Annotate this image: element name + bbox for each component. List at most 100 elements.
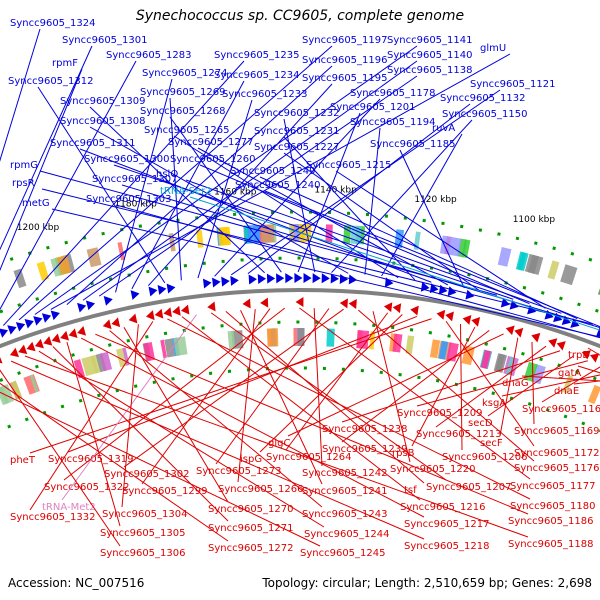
forward-gene-arrow — [41, 313, 52, 323]
bottom-leader-line — [577, 365, 600, 374]
bottom-gene-label: Syncc9605_1239 — [322, 444, 408, 455]
forward-gene-arrow — [221, 276, 230, 287]
forward-gene-arrow — [303, 273, 312, 284]
bottom-leader-line — [0, 369, 121, 547]
bottom-gene-label: glgC — [268, 438, 290, 449]
top-leader-line — [0, 68, 83, 272]
bottom-leader-line — [38, 350, 325, 528]
bottom-leader-line — [313, 308, 323, 467]
inner-track-feature-block — [73, 359, 86, 379]
top-gene-label: Syncc9605_1140 — [387, 50, 473, 61]
bottom-gene-label: Syncc9605_1244 — [304, 529, 390, 540]
top-leader-line — [264, 190, 600, 328]
top-gene-label: Syncc9605_1178 — [350, 88, 436, 99]
top-gene-label: Syncc9605_1269 — [140, 87, 226, 98]
forward-gene-arrow — [447, 286, 457, 297]
bottom-leader-line — [29, 321, 154, 511]
forward-gene-arrow — [276, 273, 285, 284]
reverse-gene-arrow — [590, 353, 600, 363]
kbp-tick-label: 1140 kbp — [314, 186, 357, 196]
top-gene-label: Syncc9605_1265 — [144, 125, 230, 136]
top-gene-label: Syncc9605_1185 — [370, 139, 456, 150]
bottom-leader-line — [80, 337, 425, 518]
forward-gene-arrow — [266, 273, 276, 284]
forward-gene-arrow — [148, 286, 158, 297]
top-leader-line — [0, 28, 41, 162]
bottom-leader-line — [141, 308, 271, 485]
reverse-gene-arrow — [410, 305, 419, 316]
genome-title: Synechococcus sp. CC9605, complete genom… — [135, 8, 465, 24]
forward-gene-arrow — [7, 325, 17, 335]
bottom-gene-label: secF — [480, 438, 503, 449]
bottom-leader-line — [24, 355, 529, 538]
top-leader-line — [283, 136, 416, 281]
reverse-gene-arrow — [348, 298, 357, 309]
bottom-leader-line — [63, 307, 286, 481]
bottom-gene-label: dnaE — [554, 386, 579, 397]
top-leader-line — [66, 65, 333, 306]
bottom-gene-label: Syncc9605_1241 — [302, 486, 388, 497]
bottom-gene-label: Syncc9605_1206 — [442, 452, 528, 463]
top-gene-label: Syncc9605_1227 — [254, 142, 340, 153]
reverse-gene-arrow — [531, 332, 541, 343]
bottom-gene-label: Syncc9605_1169 — [514, 426, 600, 437]
bottom-gene-label: Syncc9605_1266 — [218, 484, 304, 495]
bottom-leader-line — [501, 374, 600, 397]
forward-gene-arrow — [321, 273, 330, 284]
top-leader-line — [283, 152, 482, 292]
bottom-leader-line — [237, 309, 256, 483]
reverse-gene-arrow — [102, 319, 112, 330]
bottom-gene-label: trpD — [568, 350, 590, 361]
top-gene-label: Syncc9605_1232 — [254, 108, 340, 119]
forward-gene-arrow — [465, 289, 475, 300]
forward-gene-arrow — [312, 273, 321, 284]
top-leader-line — [37, 86, 166, 284]
inner-track-feature-block — [160, 339, 167, 359]
forward-gene-arrow — [15, 322, 26, 332]
bottom-leader-line — [240, 309, 323, 485]
bottom-gene-label: Syncc9605_1332 — [10, 512, 96, 523]
top-gene-label: Syncc9605_1277 — [168, 137, 254, 148]
inner-track-feature-block — [505, 356, 515, 375]
inner-track-feature-block — [99, 351, 113, 372]
forward-gene-arrow — [0, 328, 9, 338]
bottom-gene-label: Syncc9605_1176 — [514, 463, 600, 474]
top-gene-label: Syncc9605_1307 — [92, 174, 178, 185]
top-gene-label: Syncc9605_1301 — [62, 35, 148, 46]
reverse-gene-arrow — [0, 356, 3, 364]
forward-gene-arrow — [77, 302, 87, 313]
top-gene-label: rpsR — [12, 178, 35, 189]
inner-track-feature-block — [356, 330, 370, 349]
inner-track-feature-block — [438, 340, 449, 360]
reverse-gene-arrow — [514, 327, 524, 338]
reverse-gene-arrow — [392, 303, 402, 314]
top-gene-label: Syncc9605_1274 — [142, 68, 228, 79]
bottom-gene-label: Syncc9605_1180 — [510, 501, 596, 512]
outer-track-feature-block — [117, 241, 126, 261]
bottom-gene-label: Syncc9605_1177 — [510, 481, 596, 492]
top-leader-line — [147, 83, 333, 287]
top-gene-label: tRNA-Ser2 — [160, 186, 212, 197]
bottom-leader-line — [573, 380, 600, 385]
reverse-gene-arrow — [172, 305, 181, 316]
bottom-leader-line — [10, 360, 425, 540]
top-leader-line — [247, 103, 471, 274]
bottom-leader-line — [285, 312, 389, 451]
inner-track-feature-block — [227, 330, 236, 350]
bottom-leader-line — [66, 342, 121, 527]
bottom-gene-label: Syncc9605_1264 — [266, 452, 352, 463]
top-gene-label: Syncc9605_1233 — [222, 89, 308, 100]
bottom-gene-label: Syncc9605_1245 — [300, 548, 386, 559]
reverse-gene-arrow — [471, 316, 481, 327]
bottom-gene-label: Syncc9605_1322 — [44, 482, 130, 493]
reverse-gene-arrow — [339, 298, 348, 309]
bottom-gene-label: Syncc9605_1217 — [404, 519, 490, 530]
forward-gene-arrow — [570, 318, 580, 328]
bottom-leader-line — [121, 324, 139, 508]
inner-track-feature-block — [531, 364, 546, 385]
bottom-leader-line — [299, 307, 531, 480]
inner-track-feature-block — [429, 339, 441, 359]
inner-track-feature-block — [116, 348, 127, 368]
reverse-gene-arrow — [581, 350, 591, 360]
outer-track-feature-block — [394, 229, 405, 248]
